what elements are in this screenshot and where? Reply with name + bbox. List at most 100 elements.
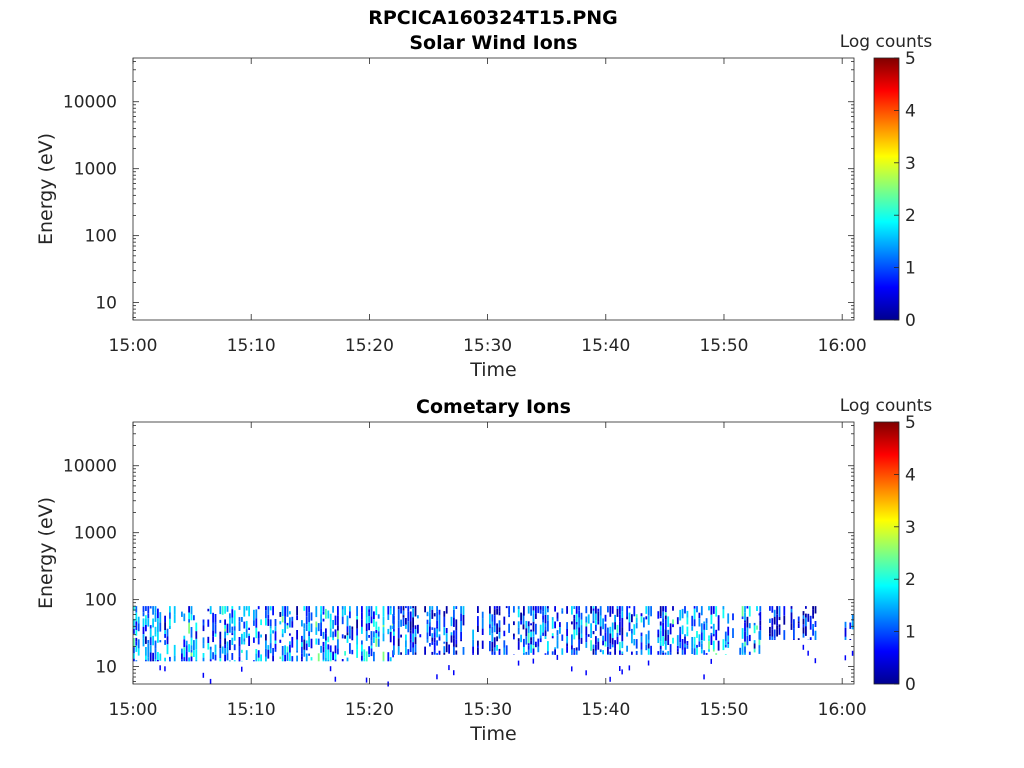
x-tick-label: 15:50 [699, 700, 748, 720]
spectrogram-cell [327, 649, 330, 660]
spectrogram-cell [771, 636, 774, 640]
spectrogram-cell [645, 616, 648, 620]
spectrogram-cell [389, 629, 392, 632]
spectrogram-cell [814, 621, 817, 627]
spectrogram-cell [597, 638, 600, 642]
spectrogram-cell [489, 606, 491, 614]
spectrogram-cell [662, 625, 664, 637]
spectrogram-cell [496, 645, 498, 651]
spectrogram-cell [169, 606, 171, 613]
spectrogram-cell [149, 645, 152, 653]
spectrogram-cell [233, 626, 236, 631]
spectrogram-cell [154, 626, 157, 635]
spectrogram-cell [296, 655, 298, 662]
spectrogram-cell [301, 653, 303, 657]
spectrogram-cell [523, 646, 525, 653]
spectrogram-cell [525, 651, 528, 655]
spectrogram-cell [154, 648, 157, 660]
spectrogram-cell [679, 609, 682, 621]
spectrogram-cell [609, 626, 612, 634]
spectrogram-cell [607, 646, 609, 655]
spectrogram-cell [332, 606, 334, 613]
spectrogram-cell [436, 620, 438, 627]
spectrogram-cell [253, 609, 255, 621]
spectrogram-cell [414, 652, 417, 655]
spectrogram-cell [611, 622, 614, 632]
spectrogram-cell [450, 632, 453, 636]
spectrogram-cell [329, 666, 332, 672]
spectrogram-cell [164, 630, 166, 634]
spectrogram-cell [135, 645, 138, 652]
spectrogram-cell [542, 615, 544, 620]
spectrogram-cell [455, 644, 458, 648]
spectrogram-cell [149, 625, 152, 629]
spectrogram-cell [481, 640, 484, 649]
spectrogram-cell [746, 636, 749, 646]
spectrogram-cell [776, 629, 778, 637]
spectrogram-cell [320, 606, 322, 615]
spectrogram-cell [450, 616, 453, 627]
spectrogram-cell [746, 616, 749, 628]
spectrogram-cell [691, 615, 694, 627]
spectrogram-cell [310, 657, 313, 661]
spectrogram-cell [814, 658, 817, 664]
spectrogram-cell [341, 634, 344, 639]
spectrogram-cell [405, 618, 407, 625]
spectrogram-cell [611, 631, 614, 639]
spectrogram-cell [547, 620, 549, 632]
spectrogram-cell [149, 637, 152, 646]
spectrogram-cell [691, 647, 694, 654]
spectrogram-cell [807, 613, 810, 622]
spectrogram-cell [696, 606, 698, 613]
spectrogram-cell [202, 625, 205, 632]
spectrogram-cell [793, 639, 795, 640]
spectrogram-cell [431, 613, 434, 619]
spectrogram-cell [551, 651, 554, 655]
spectrogram-cell [221, 606, 224, 615]
spectrogram-cell [628, 606, 631, 609]
spectrogram-cell [662, 652, 664, 655]
spectrogram-cell [241, 649, 243, 653]
spectrogram-cell [207, 643, 210, 650]
x-tick-label: 15:10 [227, 700, 276, 720]
spectrogram-cell [351, 626, 354, 630]
spectrogram-cell [209, 659, 212, 662]
spectrogram-cell [532, 606, 535, 611]
spectrogram-cell [741, 642, 744, 653]
spectrogram-cell [344, 651, 346, 656]
spectrogram-cell [173, 644, 176, 656]
spectrogram-cell [705, 653, 708, 655]
spectrogram-cell [809, 621, 812, 630]
spectrogram-cell [272, 655, 274, 661]
spectrogram-cell [438, 636, 441, 641]
spectrogram-cell [426, 639, 429, 643]
spectrogram-cell [365, 651, 368, 662]
spectrogram-cell [166, 628, 169, 637]
spectrogram-cell [609, 676, 611, 682]
spectrogram-cell [722, 639, 725, 651]
spectrogram-cell [431, 651, 434, 655]
spectrogram-cell [329, 621, 332, 629]
spectrogram-cell [759, 630, 762, 640]
spectrogram-cell [599, 606, 602, 616]
spectrogram-cell [517, 621, 520, 628]
spectrogram-cell [265, 634, 267, 641]
spectrogram-cell [209, 678, 212, 684]
spectrogram-cell [812, 606, 814, 610]
spectrogram-cell [491, 621, 494, 627]
spectrogram-cell [152, 606, 154, 615]
spectrogram-cell [659, 630, 662, 642]
spectrogram-cell [793, 619, 795, 629]
spectrogram-cell [409, 642, 412, 653]
spectrogram-cell [741, 628, 744, 639]
spectrogram-cell [185, 640, 188, 646]
spectrogram-cell [724, 641, 727, 645]
spectrogram-cell [431, 627, 434, 630]
spectrogram-cell [662, 623, 664, 626]
spectrogram-cell [181, 611, 183, 617]
spectrogram-cell [575, 622, 578, 625]
spectrogram-cell [341, 659, 344, 662]
spectrogram-cell [405, 640, 407, 648]
spectrogram-cell [363, 657, 366, 662]
spectrogram-cell [135, 660, 138, 662]
